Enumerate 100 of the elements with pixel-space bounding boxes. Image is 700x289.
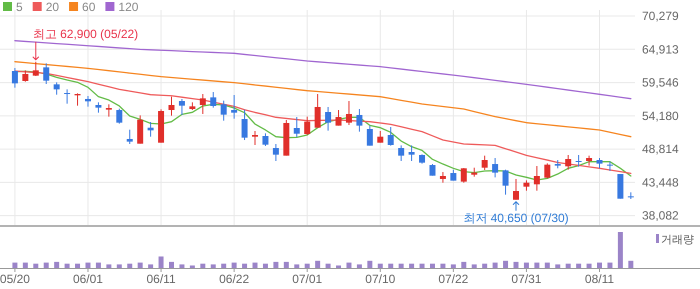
candlestick (231, 94, 238, 120)
bar (12, 262, 18, 268)
y-tick-label: 70,279 (642, 9, 680, 23)
x-tick-label: 06/22 (219, 272, 250, 286)
y-tick-label: 48,814 (642, 142, 680, 156)
bar (179, 264, 184, 268)
x-tick-label: 08/11 (584, 272, 614, 286)
bar (22, 262, 28, 268)
bar (492, 262, 498, 268)
bar (85, 262, 90, 268)
bar (262, 264, 268, 268)
bar (96, 262, 101, 268)
bar (420, 264, 425, 268)
bar (273, 262, 278, 268)
legend: 거래량 (656, 234, 694, 246)
candlestick (74, 92, 81, 106)
candlestick (106, 104, 112, 118)
candlestick (502, 169, 509, 196)
x-tick-label: 07/10 (365, 272, 396, 286)
bar (367, 260, 372, 268)
line-series (14, 40, 632, 100)
candlestick (366, 125, 373, 146)
y-tick-label: 43,448 (642, 175, 680, 190)
bar (356, 264, 362, 268)
candlestick (168, 96, 174, 116)
candlestick (32, 61, 39, 77)
candlestick (586, 155, 592, 166)
bar (200, 264, 206, 268)
bar (44, 262, 49, 268)
bar (388, 264, 394, 268)
candlestick (606, 161, 613, 172)
candlestick (346, 100, 352, 126)
bar (242, 264, 248, 268)
x-tick-label: 05/20 (0, 272, 30, 286)
bar (304, 264, 310, 268)
y-tick-label: 54,180 (642, 108, 680, 123)
candlestick (148, 121, 154, 138)
bar (576, 264, 582, 268)
bar (450, 264, 456, 268)
candlestick (262, 132, 268, 146)
bar (398, 264, 404, 268)
y-tick-label: 38,082 (642, 208, 680, 223)
annotation: 최저 40,650 (07/30) (463, 210, 569, 225)
bar (544, 262, 550, 268)
candlestick (356, 108, 362, 132)
bar (252, 262, 258, 268)
bar (430, 264, 435, 268)
bar (524, 262, 529, 268)
bar (346, 262, 352, 268)
candlestick (398, 144, 404, 162)
candlestick (544, 162, 550, 179)
bar (221, 264, 226, 268)
bar (597, 262, 602, 268)
candlestick (84, 96, 91, 108)
candlestick (43, 62, 50, 85)
candlestick (200, 94, 206, 114)
bar (472, 264, 477, 268)
bar (336, 265, 342, 268)
legend-label: 5 (16, 0, 23, 14)
x-tick-label: 07/31 (511, 272, 542, 286)
y-tick-label: 59,546 (642, 76, 680, 90)
candlestick (178, 98, 185, 116)
bar (566, 264, 571, 268)
bar (461, 262, 466, 268)
bar (138, 262, 143, 268)
bar (210, 264, 216, 268)
x-tick-label: 06/01 (72, 272, 104, 286)
bar (33, 264, 38, 268)
legend-label: 120 (118, 0, 139, 14)
bar (75, 264, 80, 268)
candlestick (565, 154, 572, 170)
candlestick (116, 108, 122, 124)
bar (284, 262, 289, 268)
x-tick-label: 06/11 (146, 272, 176, 286)
bar (378, 264, 383, 268)
bar (315, 260, 320, 268)
bar (586, 264, 592, 268)
candlestick (576, 154, 582, 168)
bar (148, 264, 154, 268)
candlestick (252, 130, 258, 146)
candlestick (336, 110, 342, 126)
candlestick (388, 126, 394, 146)
bar (127, 264, 132, 268)
bar (513, 262, 518, 268)
candlestick (492, 158, 498, 178)
bar (116, 264, 122, 268)
bar (168, 262, 174, 268)
candlestick (210, 92, 216, 108)
bar (294, 264, 300, 268)
candlestick (534, 166, 540, 192)
candlestick (314, 94, 321, 128)
x-tick-label: 07/01 (292, 272, 323, 286)
x-tick-label: 07/22 (438, 272, 469, 286)
candlestick (220, 100, 227, 122)
candlestick (596, 158, 603, 169)
candlestick (64, 88, 70, 104)
candlestick (482, 155, 488, 170)
candlestick (419, 154, 426, 164)
bar (482, 264, 488, 268)
candlestick (294, 116, 300, 138)
